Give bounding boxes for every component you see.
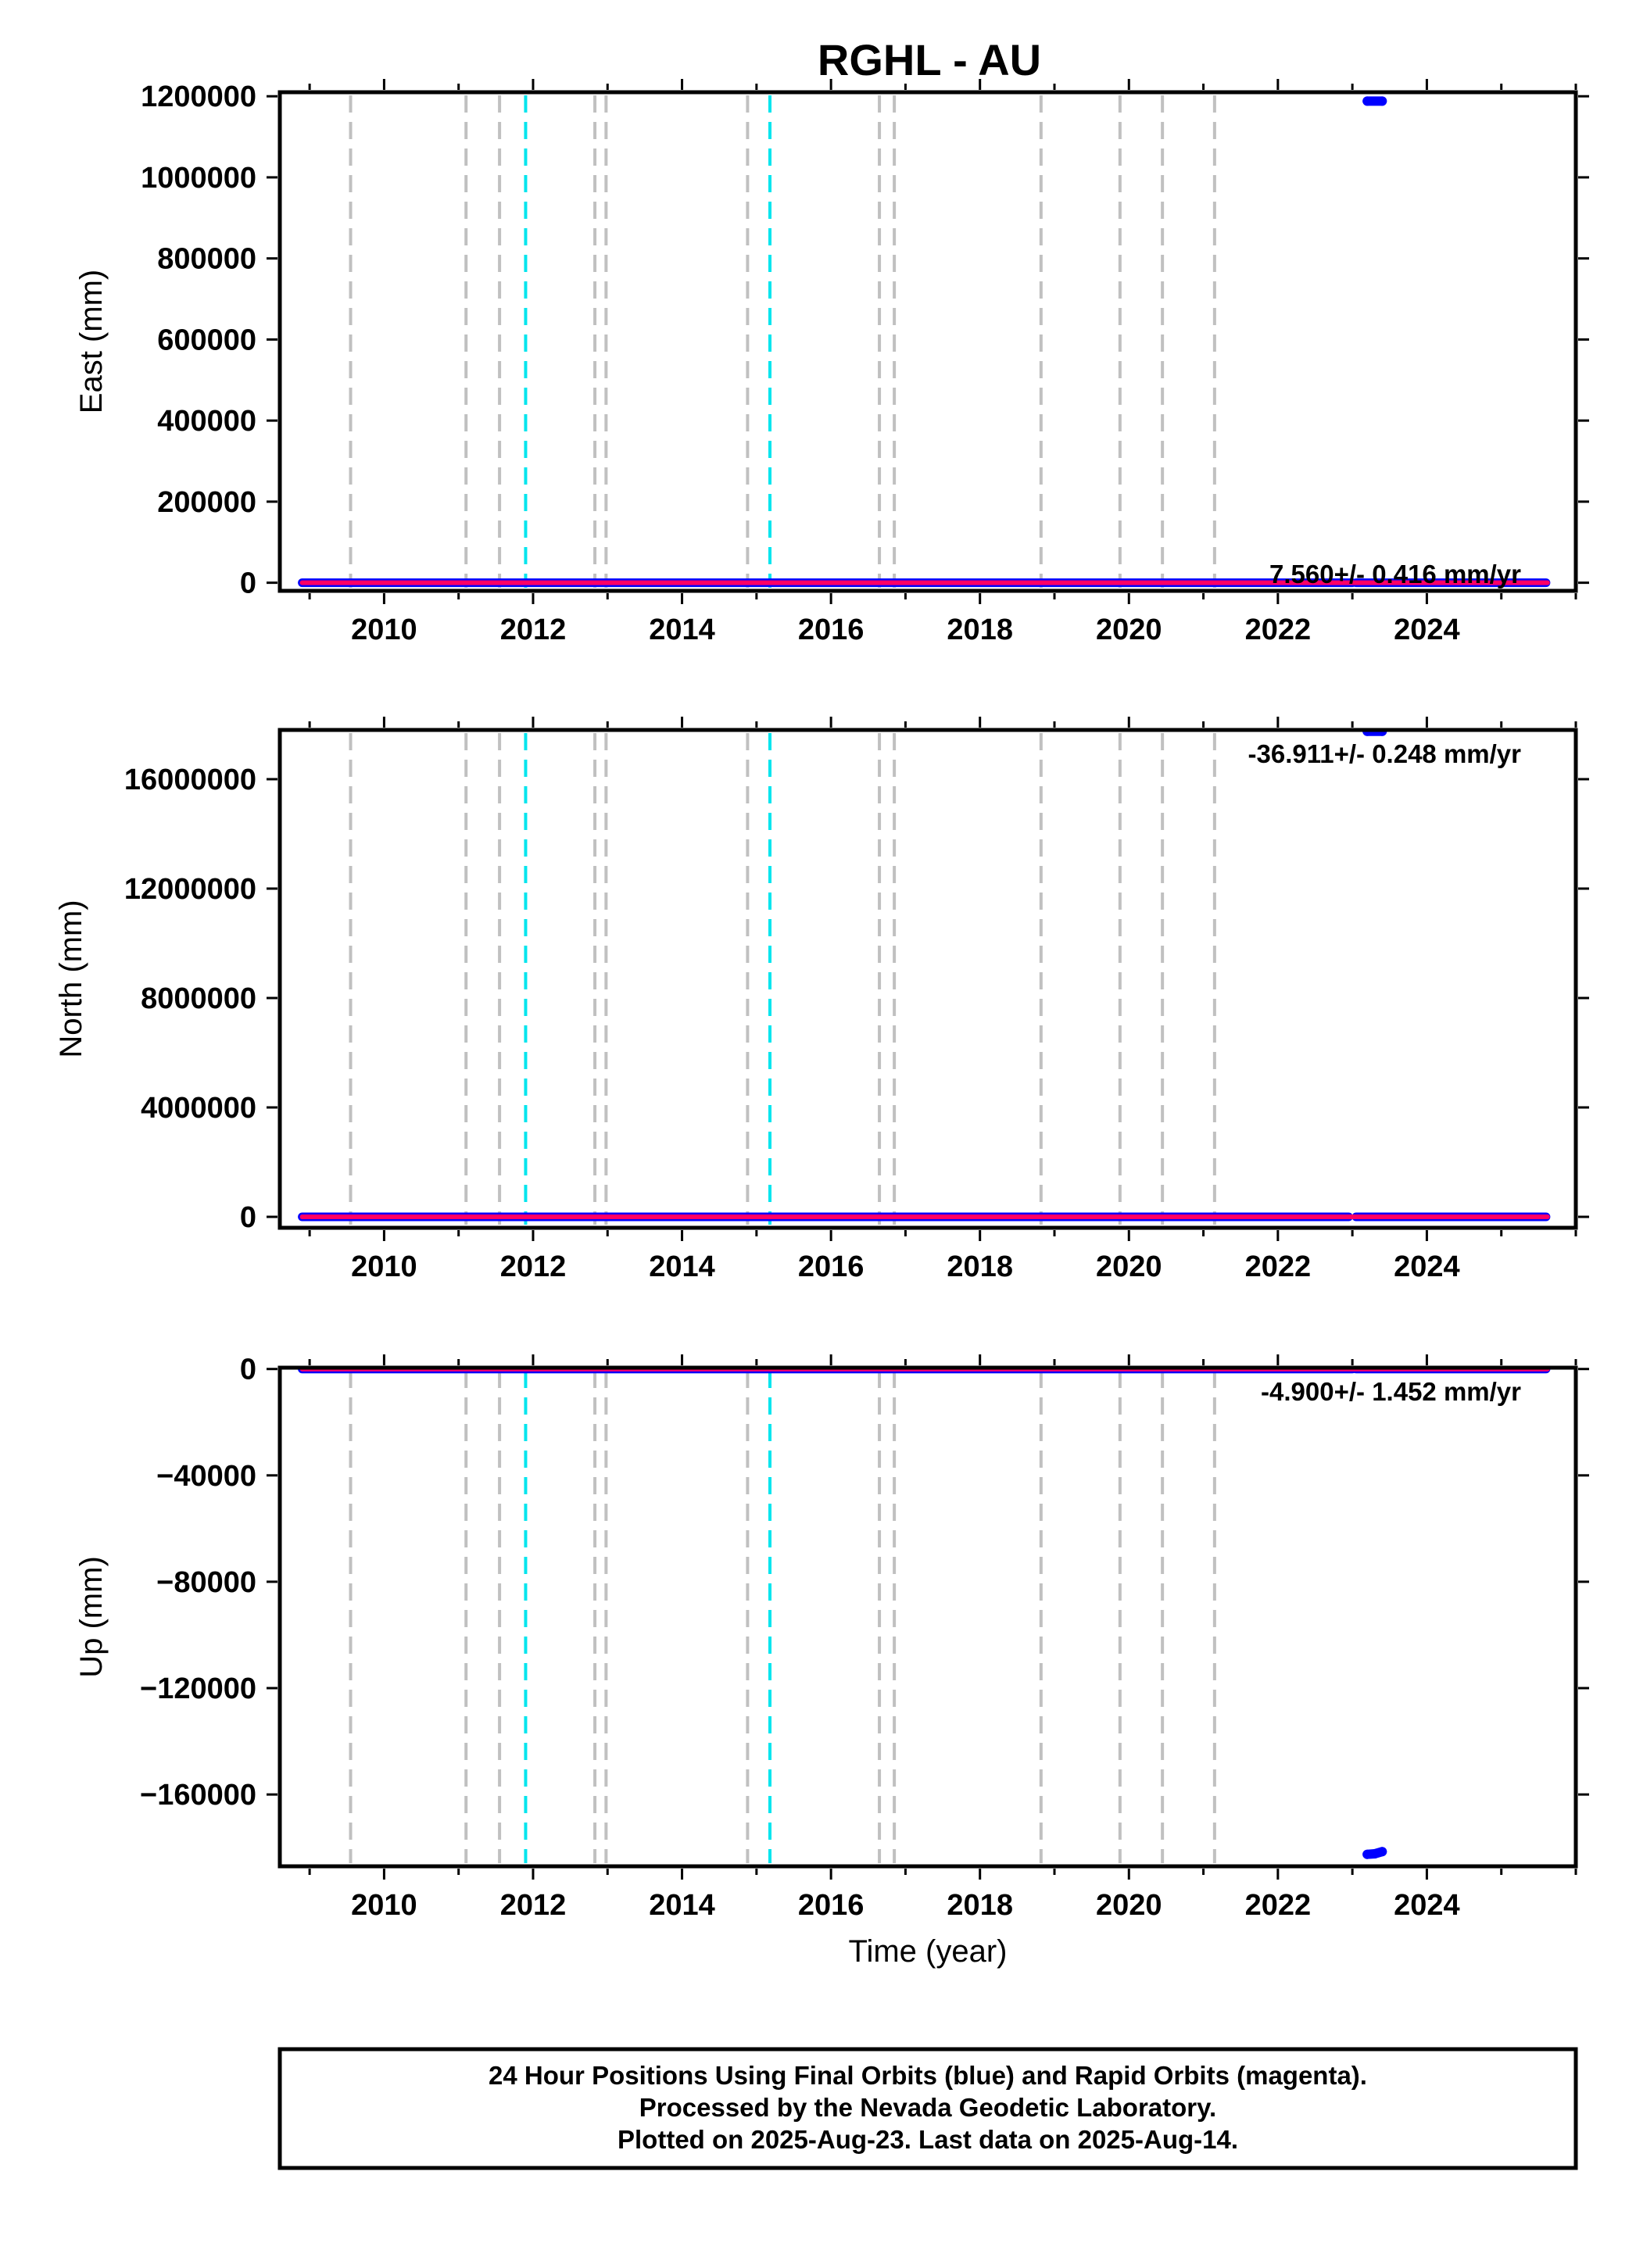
y-tick-label: −40000: [156, 1460, 256, 1493]
x-tick-label: 2024: [1394, 1889, 1460, 1922]
y-tick-label: 1000000: [141, 162, 256, 195]
panel-north: 2010 2012 2014 2016 2018 2020 2022 2024 0 4000000…: [54, 717, 1589, 1283]
footer-line-2: Processed by the Nevada Geodetic Laborat…: [639, 2093, 1216, 2122]
x-tick-label: 2020: [1096, 614, 1162, 646]
x-tick-label: 2014: [649, 1889, 715, 1922]
y-tick-label: 0: [240, 1354, 256, 1386]
y-tick-label: 0: [240, 1201, 256, 1234]
y-tick-label: 800000: [157, 243, 256, 276]
y-tick-label: −80000: [156, 1566, 256, 1599]
x-tick-label: 2022: [1245, 1250, 1312, 1283]
footer-line-1: 24 Hour Positions Using Final Orbits (bl…: [489, 2061, 1367, 2090]
panels: 2010 2012 2014 2016 2018 2020 2022 2024 0 200000 4…: [54, 79, 1589, 1969]
footer-frame: [277, 2047, 1578, 2170]
rate-label: 7.560+/- 0.416 mm/yr: [1269, 560, 1521, 588]
y-tick-label: −160000: [140, 1779, 256, 1812]
plot-frame-north: [277, 728, 1578, 1230]
y-tick-label: 200000: [157, 486, 256, 519]
x-tick-label: 2024: [1394, 1250, 1460, 1283]
x-tick-label: 2012: [500, 1250, 567, 1283]
y-tick-label: 400000: [157, 405, 256, 438]
panel-east: 2010 2012 2014 2016 2018 2020 2022 2024 0 200000 4…: [74, 79, 1589, 646]
x-tick-label: 2010: [351, 1889, 417, 1922]
chart-title: RGHL - AU: [818, 35, 1041, 84]
x-tick-label: 2018: [947, 614, 1013, 646]
rate-label: -36.911+/- 0.248 mm/yr: [1248, 739, 1522, 768]
rate-label: -4.900+/- 1.452 mm/yr: [1261, 1377, 1521, 1406]
series-group-north: [298, 730, 1551, 1222]
plot-frame-east: [277, 90, 1578, 593]
x-tick-label: 2020: [1096, 1889, 1162, 1922]
x-tick-label: 2016: [798, 1889, 865, 1922]
y-tick-label: 600000: [157, 324, 256, 356]
x-axis-label: Time (year): [849, 1934, 1008, 1969]
x-tick-label: 2018: [947, 1250, 1013, 1283]
x-tick-label: 2012: [500, 614, 567, 646]
x-tick-label: 2014: [649, 1250, 715, 1283]
x-tick-label: 2010: [351, 614, 417, 646]
y-axis-label: East (mm): [74, 270, 109, 413]
x-tick-label: 2022: [1245, 1889, 1312, 1922]
y-tick-label: 4000000: [141, 1092, 256, 1125]
y-axis-label: North (mm): [54, 900, 88, 1057]
x-tick-label: 2022: [1245, 614, 1312, 646]
series-group-east: [298, 96, 1551, 588]
y-tick-label: 1200000: [141, 80, 256, 113]
y-tick-label: −120000: [140, 1672, 256, 1705]
x-tick-label: 2020: [1096, 1250, 1162, 1283]
x-tick-label: 2024: [1394, 614, 1460, 646]
x-tick-label: 2014: [649, 614, 715, 646]
y-tick-label: 12000000: [124, 873, 256, 906]
x-tick-label: 2010: [351, 1250, 417, 1283]
footer-line-3: Plotted on 2025-Aug-23. Last data on 202…: [618, 2125, 1238, 2154]
x-tick-label: 2016: [798, 614, 865, 646]
y-axis-label: Up (mm): [74, 1556, 109, 1678]
series-final-outlier-cluster: [1362, 1847, 1387, 1859]
x-tick-label: 2016: [798, 1250, 865, 1283]
plot-frame-up: [277, 1365, 1578, 1869]
panel-up: 2010 2012 2014 2016 2018 2020 2022 2024 0 −40000 −…: [74, 1354, 1589, 1969]
y-tick-label: 0: [240, 567, 256, 600]
y-tick-label: 16000000: [124, 764, 256, 796]
y-tick-label: 8000000: [141, 982, 256, 1015]
footer-box: 24 Hour Positions Using Final Orbits (bl…: [277, 2047, 1578, 2170]
x-tick-label: 2018: [947, 1889, 1013, 1922]
x-tick-label: 2012: [500, 1889, 567, 1922]
